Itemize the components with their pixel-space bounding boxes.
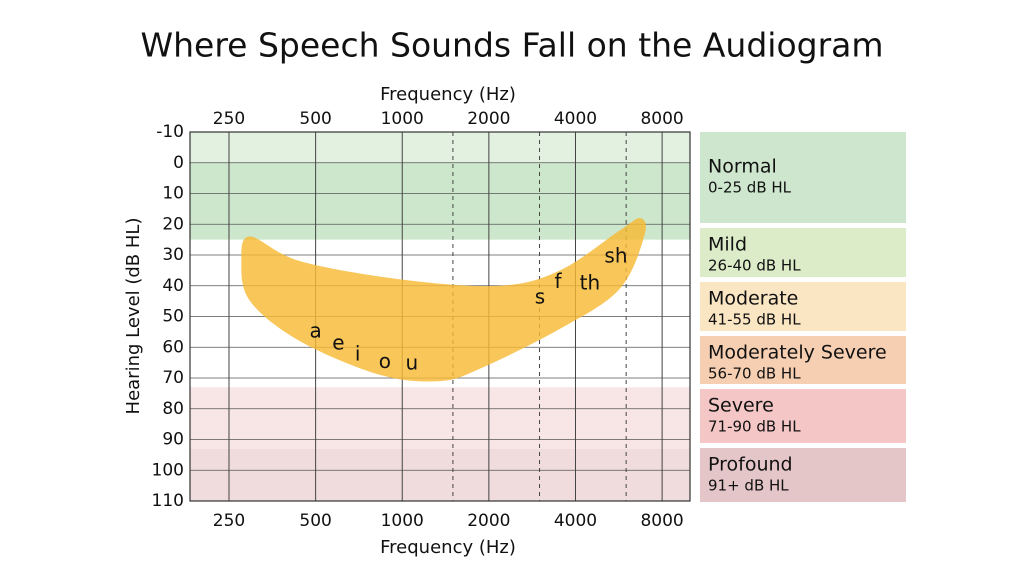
degree-range: 71-90 dB HL bbox=[708, 418, 801, 436]
y-tick-label: 0 bbox=[173, 153, 184, 173]
degree-range: 56-70 dB HL bbox=[708, 365, 801, 383]
y-tick-label: 40 bbox=[162, 276, 184, 296]
y-tick-label: 70 bbox=[162, 368, 184, 388]
speech-sound: e bbox=[332, 331, 344, 355]
plot-border bbox=[189, 131, 691, 502]
speech-sound: o bbox=[379, 349, 391, 373]
x-tick-label-top: 8000 bbox=[640, 109, 683, 129]
speech-sound: u bbox=[406, 351, 419, 375]
severity-band bbox=[190, 448, 690, 501]
chart-title: Where Speech Sounds Fall on the Audiogra… bbox=[140, 26, 883, 65]
degree-name: Severe bbox=[708, 395, 774, 417]
x-tick-label: 1000 bbox=[381, 511, 424, 531]
degree-name: Moderate bbox=[708, 288, 798, 310]
speech-sound: sh bbox=[604, 243, 627, 267]
severity-band bbox=[190, 132, 690, 163]
x-tick-label: 8000 bbox=[640, 511, 683, 531]
y-tick-label: 100 bbox=[152, 460, 184, 480]
degree-panel bbox=[700, 228, 906, 277]
degree-panel bbox=[700, 448, 906, 502]
severity-band bbox=[190, 162, 690, 240]
x-tick-label: 250 bbox=[213, 511, 245, 531]
degree-name: Profound bbox=[708, 454, 793, 476]
y-tick-label: 110 bbox=[152, 491, 184, 511]
speech-sound: th bbox=[580, 271, 601, 295]
y-tick-label: 80 bbox=[162, 399, 184, 419]
y-axis-label: Hearing Level (dB HL) bbox=[123, 218, 144, 415]
speech-sound: f bbox=[555, 269, 563, 293]
degree-range: 0-25 dB HL bbox=[708, 179, 792, 197]
degree-panel bbox=[700, 282, 906, 331]
speech-sound: s bbox=[535, 285, 545, 309]
y-tick-label: 90 bbox=[162, 430, 184, 450]
degree-range: 26-40 dB HL bbox=[708, 257, 801, 275]
degree-panel bbox=[700, 132, 906, 223]
y-tick-label: 50 bbox=[162, 307, 184, 327]
x-tick-label-top: 2000 bbox=[467, 109, 510, 129]
degree-name: Moderately Severe bbox=[708, 342, 887, 364]
degree-name: Mild bbox=[708, 234, 747, 256]
x-axis-label-top: Frequency (Hz) bbox=[380, 84, 516, 105]
y-tick-label: 60 bbox=[162, 337, 184, 357]
speech-sound: a bbox=[309, 318, 321, 342]
speech-banana bbox=[241, 218, 646, 382]
y-tick-label: 30 bbox=[162, 245, 184, 265]
x-tick-label-top: 500 bbox=[299, 109, 331, 129]
y-tick-label: 20 bbox=[162, 214, 184, 234]
y-tick-label: -10 bbox=[156, 122, 184, 142]
x-axis-label: Frequency (Hz) bbox=[380, 537, 516, 558]
speech-sound: i bbox=[355, 341, 361, 365]
degree-range: 41-55 dB HL bbox=[708, 311, 801, 329]
x-tick-label: 4000 bbox=[554, 511, 597, 531]
x-tick-label-top: 1000 bbox=[381, 109, 424, 129]
degree-range: 91+ dB HL bbox=[708, 477, 789, 495]
x-tick-label-top: 4000 bbox=[554, 109, 597, 129]
y-tick-label: 10 bbox=[162, 184, 184, 204]
degree-panel bbox=[700, 336, 906, 384]
degree-panel bbox=[700, 389, 906, 443]
x-tick-label-top: 250 bbox=[213, 109, 245, 129]
severity-band bbox=[190, 387, 690, 449]
x-tick-label: 2000 bbox=[467, 511, 510, 531]
x-tick-label: 500 bbox=[299, 511, 331, 531]
degree-name: Normal bbox=[708, 156, 777, 178]
